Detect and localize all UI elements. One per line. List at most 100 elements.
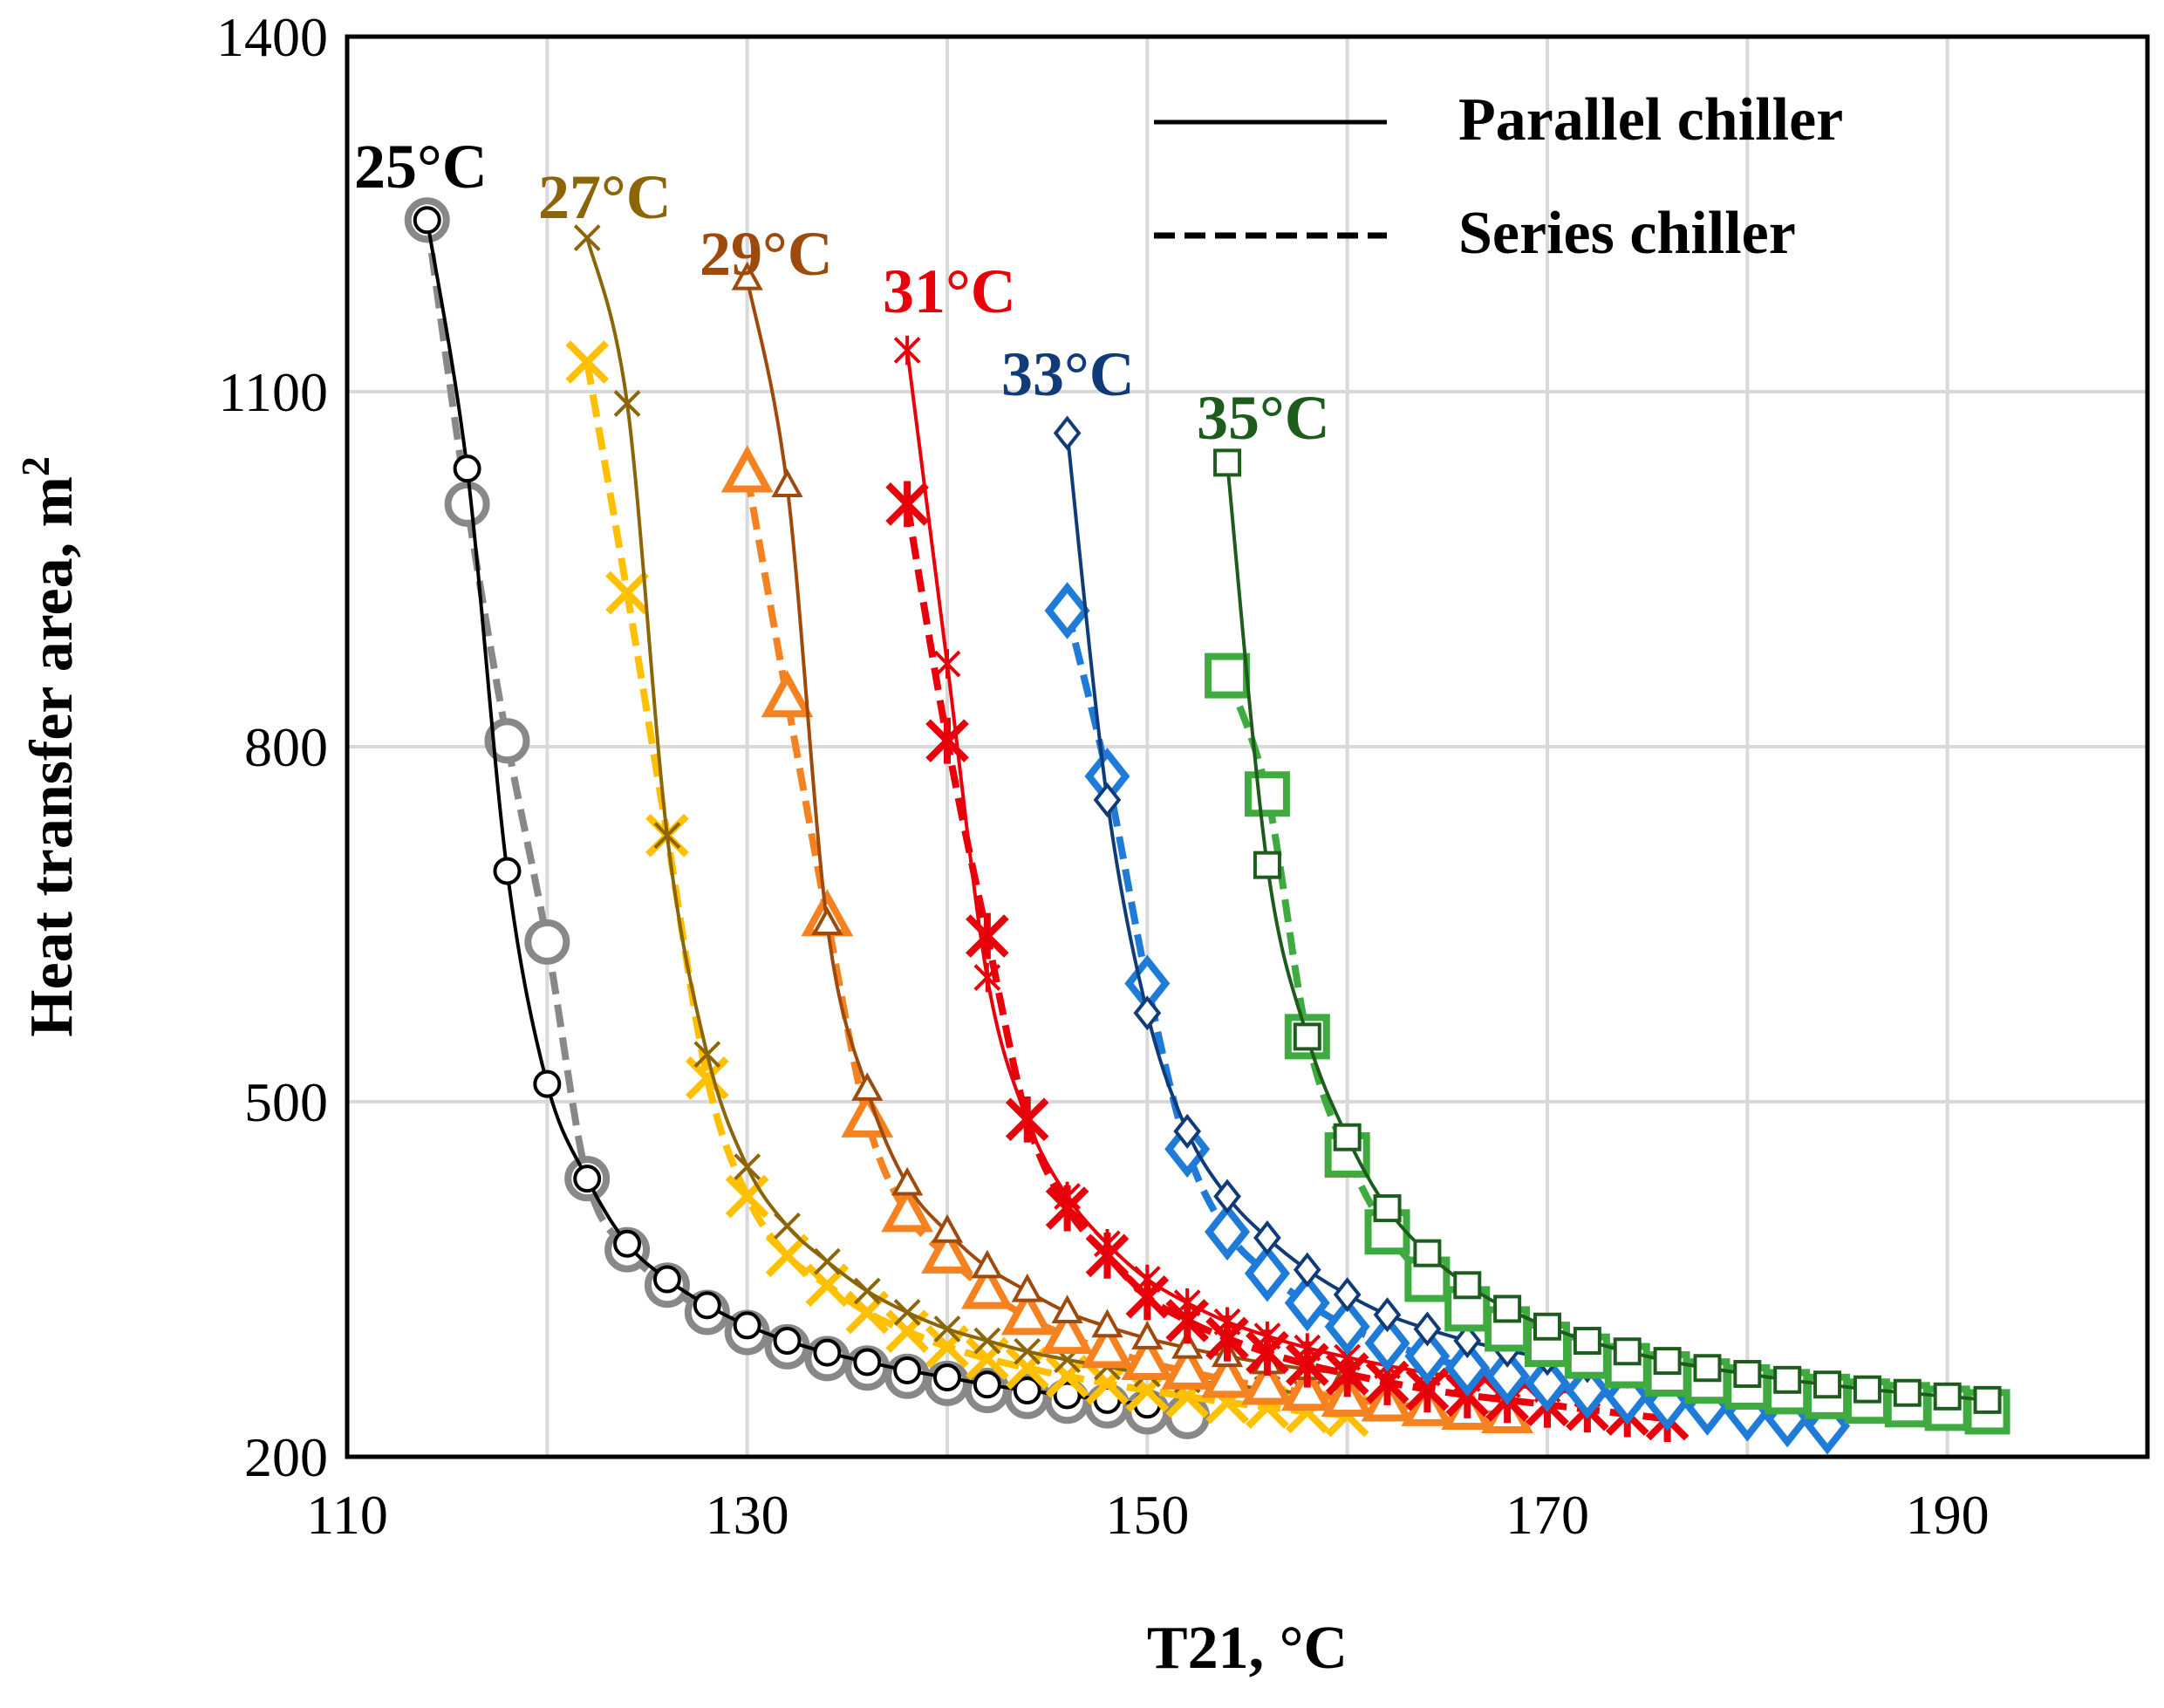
parallel-chiller-point — [1091, 1308, 1123, 1338]
parallel-chiller-point — [1053, 415, 1082, 451]
parallel-chiller-point — [893, 1299, 921, 1326]
series-chiller-point — [1364, 1314, 1410, 1372]
series-chiller-point — [1485, 1347, 1531, 1405]
y-tick-label: 500 — [244, 1071, 328, 1133]
parallel-chiller-point — [1133, 1264, 1161, 1295]
parallel-chiller-point — [893, 1356, 922, 1384]
parallel-chiller-point — [971, 1249, 1003, 1279]
x-tick-label: 130 — [706, 1484, 789, 1546]
parallel-chiller-point — [973, 962, 1001, 993]
series-chiller-point — [1244, 771, 1290, 817]
series-chiller-point — [1121, 1332, 1174, 1380]
parallel-chiller-point — [1853, 1375, 1881, 1404]
plot-frame — [345, 34, 2150, 1459]
parallel-chiller-point — [933, 1363, 961, 1392]
parallel-chiller-point — [1533, 1312, 1561, 1341]
x-tick-label: 110 — [306, 1484, 388, 1546]
series-chiller-point — [1324, 1297, 1370, 1356]
series-chiller-point — [1564, 1362, 1610, 1419]
parallel-chiller-point — [573, 224, 601, 252]
parallel-chiller-point — [1493, 1295, 1522, 1323]
parallel-chiller-point — [1933, 1382, 1962, 1411]
parallel-chiller-point — [851, 1072, 884, 1101]
series-chiller-point — [1201, 1350, 1253, 1398]
series-chiller-point — [524, 919, 570, 965]
series-chiller-point — [444, 481, 490, 527]
parallel-chiller-point — [1413, 1239, 1442, 1267]
x-tick-label: 170 — [1505, 1484, 1589, 1546]
parallel-chiller-point — [773, 1327, 802, 1356]
temperature-label: 33°C — [1001, 339, 1135, 409]
parallel-chiller-point — [731, 261, 763, 290]
parallel-chiller-point — [1733, 1360, 1762, 1389]
temperature-label: 25°C — [354, 132, 488, 202]
parallel-chiller-point — [413, 206, 441, 235]
parallel-chiller-point — [1014, 1104, 1041, 1135]
parallel-chiller-point — [853, 1277, 881, 1305]
parallel-chiller-point — [1693, 1354, 1722, 1383]
parallel-chiller-point — [453, 454, 481, 483]
parallel-chiller-point — [1173, 1288, 1201, 1318]
parallel-chiller-point — [774, 1213, 801, 1240]
parallel-chiller-point — [1253, 851, 1281, 879]
series-chiller-point — [881, 1185, 934, 1233]
y-tick-label: 800 — [244, 716, 328, 778]
legend-parallel-label: Parallel chiller — [1458, 86, 1843, 154]
parallel-chiller-point — [813, 1247, 841, 1275]
series-chiller-point — [720, 445, 774, 493]
series-chiller-point — [1164, 1120, 1211, 1179]
parallel-chiller-point — [973, 1370, 1001, 1399]
series-chiller-point — [1241, 1357, 1294, 1405]
temperature-labels: 25°C 27°C 29°C 31°C 33°C 35°C — [354, 132, 1330, 453]
series-35C-group — [1205, 448, 2010, 1435]
parallel-chiller-point — [1294, 1333, 1321, 1363]
parallel-chiller-point — [1333, 1277, 1362, 1313]
parallel-chiller-point — [652, 1265, 681, 1294]
parallel-chiller-point — [1373, 1194, 1402, 1223]
parallel-chiller-point — [1173, 1113, 1202, 1149]
parallel-chiller-point — [1453, 1323, 1482, 1359]
parallel-chiller-point — [1333, 1123, 1362, 1151]
parallel-chiller-point — [1011, 1273, 1043, 1302]
parallel-chiller-point — [1813, 1370, 1842, 1399]
series-chiller-point — [605, 570, 649, 615]
parallel-chiller-point — [1093, 782, 1122, 818]
parallel-chiller-point — [1453, 1271, 1482, 1300]
parallel-chiller-point — [573, 1165, 602, 1193]
parallel-chiller-point — [1213, 448, 1242, 477]
parallel-chiller-point — [693, 1041, 721, 1069]
x-axis-title: T21, °C — [1147, 1615, 1348, 1682]
parallel-chiller-point — [693, 1291, 721, 1320]
parallel-chiller-point — [1133, 995, 1162, 1031]
parallel-chiller-point — [1653, 1347, 1682, 1376]
series-chiller-point — [1524, 1355, 1571, 1412]
x-tick-label: 190 — [1906, 1484, 1990, 1546]
series-chiller-point — [1205, 652, 1251, 699]
parallel-chiller-point — [1373, 1297, 1402, 1333]
parallel-chiller-point — [653, 822, 681, 850]
parallel-chiller-point — [933, 649, 961, 679]
data-series — [404, 197, 2010, 1455]
parallel-chiller-point — [1253, 1321, 1281, 1351]
series-chiller-point — [1444, 1339, 1491, 1397]
series-chiller-point — [1000, 1288, 1054, 1336]
series-chiller-point — [1244, 1244, 1290, 1302]
series-chiller-point — [1081, 1321, 1134, 1369]
parallel-chiller-point — [1051, 1295, 1083, 1323]
parallel-chiller-point — [533, 1069, 562, 1098]
series-chiller-point — [885, 481, 929, 528]
parallel-chiller-point — [1213, 1179, 1241, 1214]
parallel-chiller-point — [1013, 1377, 1041, 1405]
parallel-chiller-point — [1973, 1385, 2002, 1414]
series-chiller-point — [966, 912, 1009, 960]
parallel-chiller-point — [1293, 1252, 1321, 1288]
y-axis-title: Heat transfer area, m2 — [13, 456, 85, 1037]
temperature-label: 35°C — [1197, 383, 1330, 453]
parallel-chiller-point — [1213, 1307, 1241, 1337]
series-31C-group — [885, 335, 1690, 1442]
y-tick-label: 1400 — [216, 6, 328, 68]
y-axis-title-text: Heat transfer area, m — [18, 476, 85, 1037]
series-chiller-point — [1044, 582, 1090, 639]
parallel-chiller-point — [493, 857, 522, 885]
